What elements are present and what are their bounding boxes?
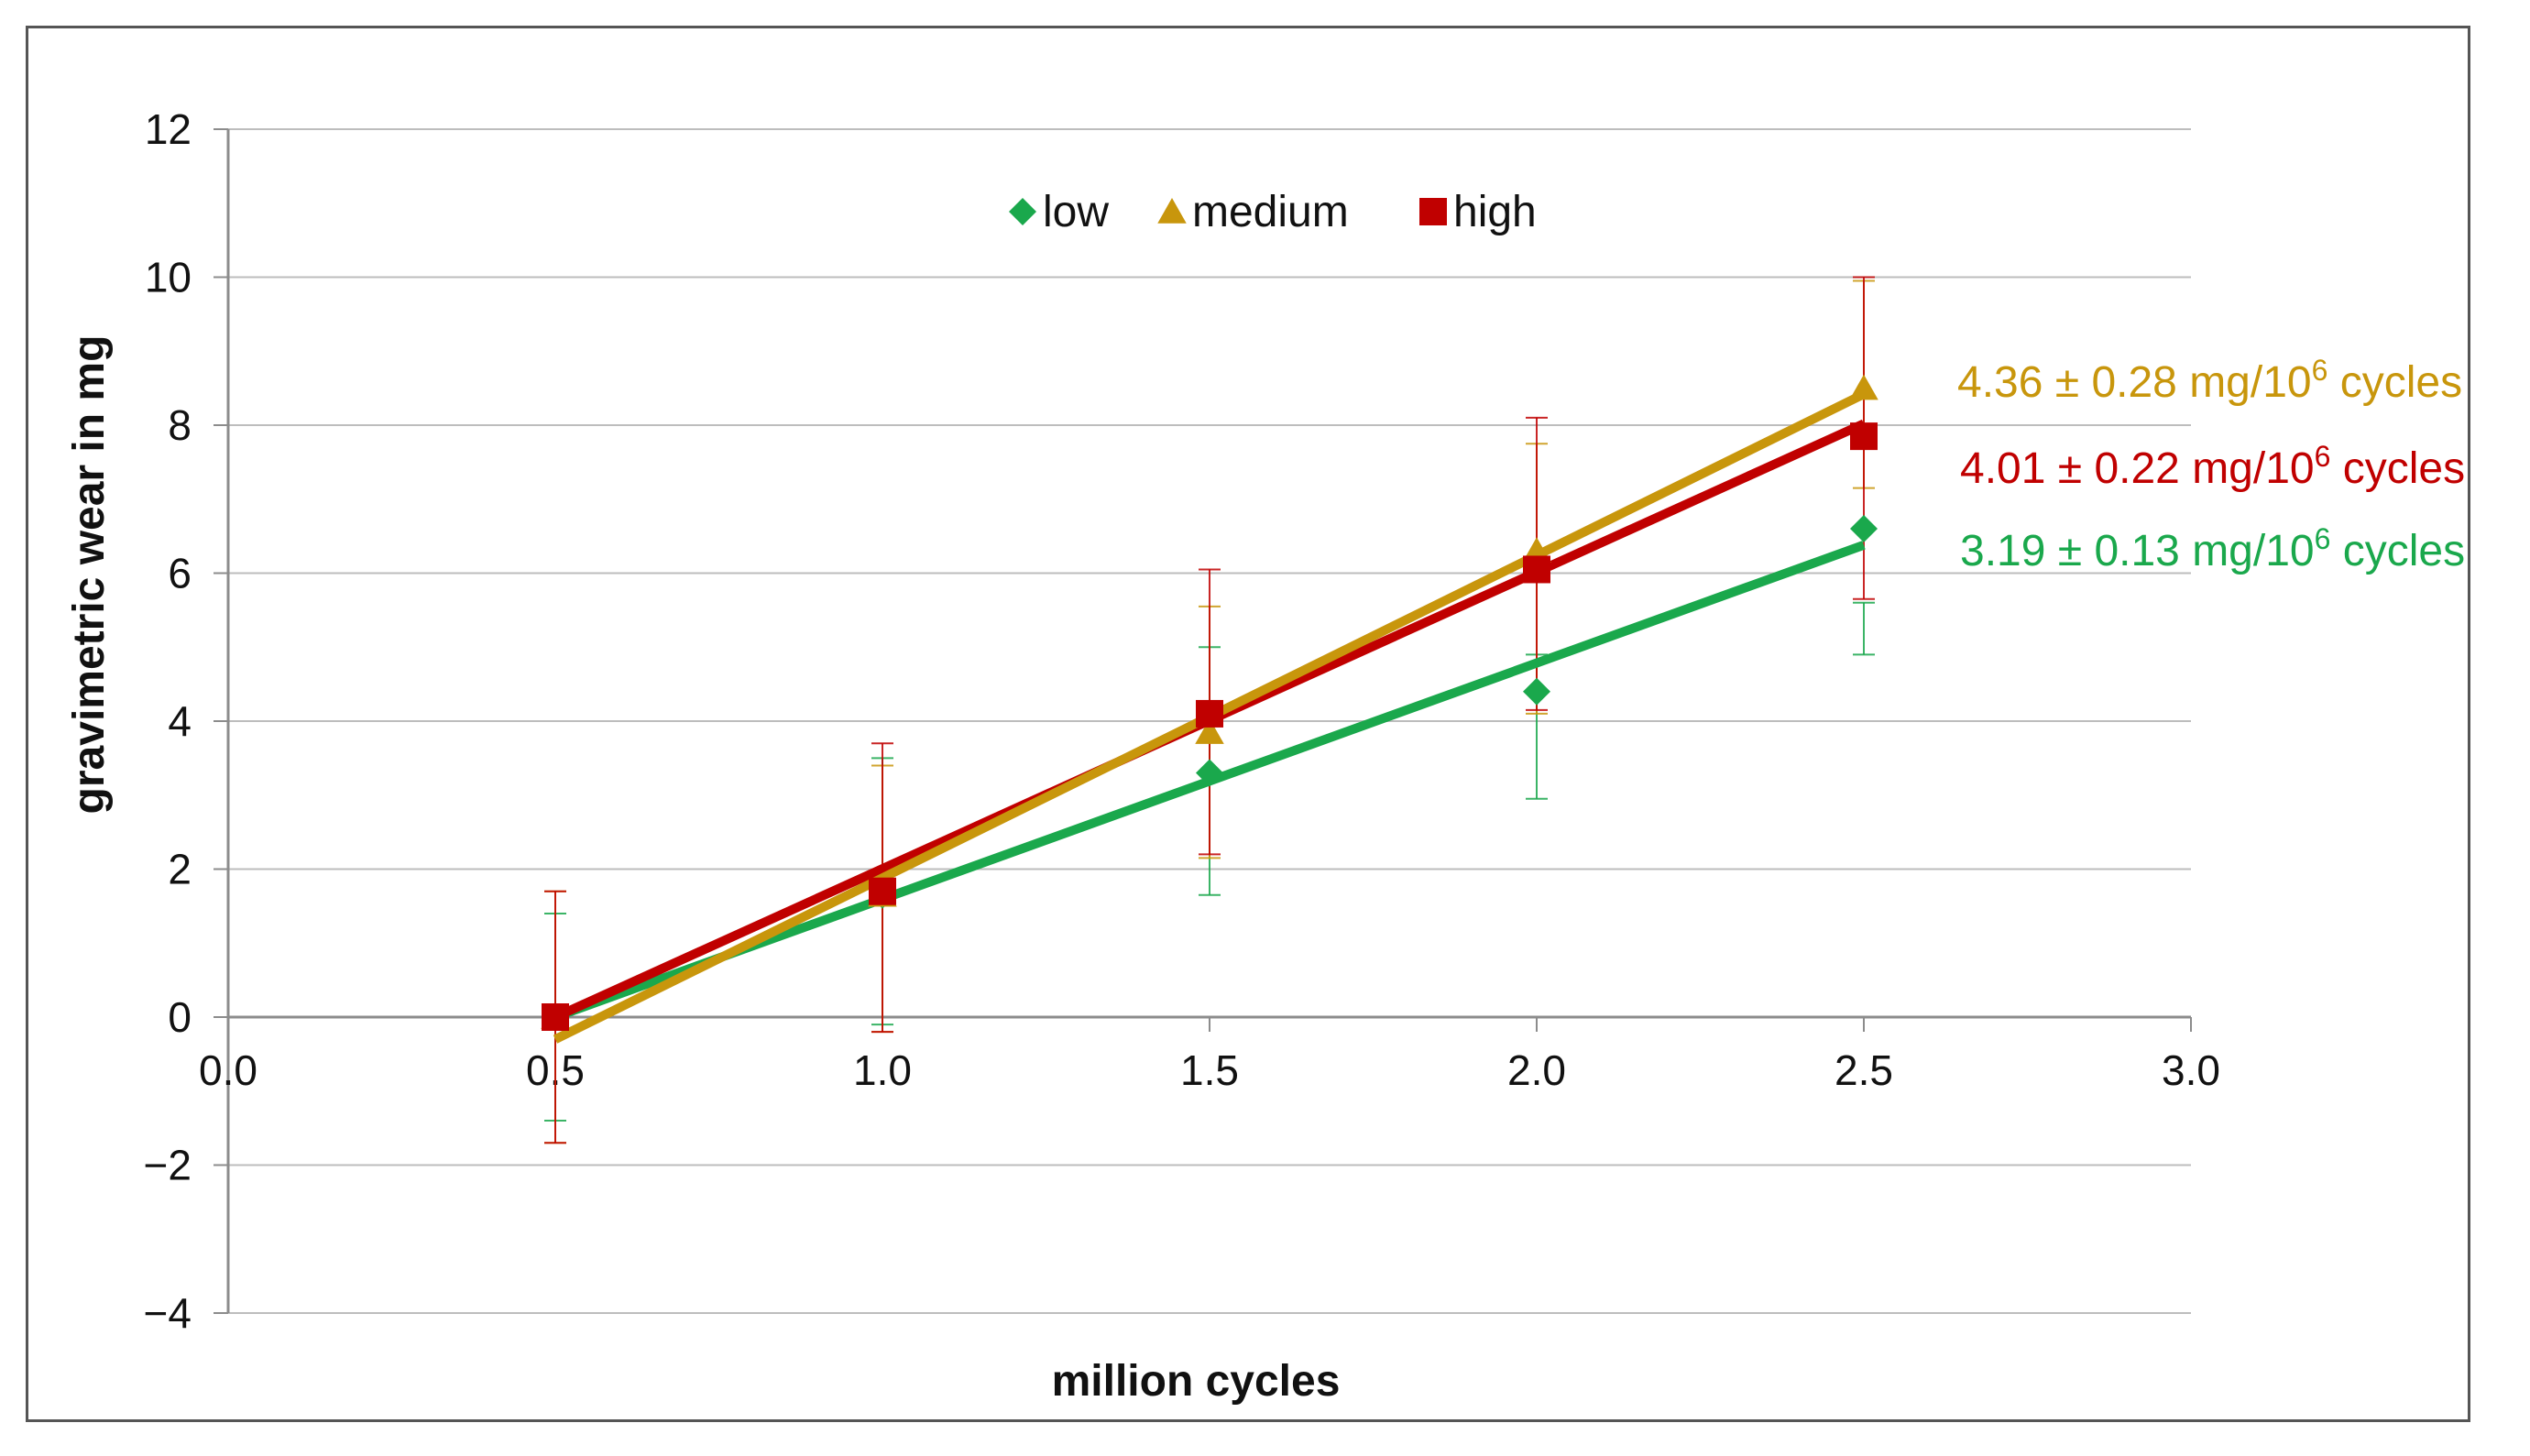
slope-exponent: 6 — [2315, 522, 2331, 555]
legend-marker-medium — [1157, 198, 1187, 224]
x-tick-label: 1.5 — [1180, 1046, 1239, 1094]
legend-marker-high — [1419, 198, 1447, 225]
slope-value: 4.36 ± 0.28 mg/10 — [1957, 358, 2312, 407]
data-point-high — [1196, 699, 1223, 728]
labels: million cycles gravimetric wear in mg 3.19… — [65, 335, 2465, 1406]
slope-exponent: 6 — [2315, 440, 2331, 473]
data-point-high — [1850, 422, 1878, 451]
y-tick-label: −4 — [144, 1289, 192, 1337]
y-tick-label: 8 — [168, 401, 192, 449]
data-point-high — [542, 1003, 569, 1031]
y-tick-label: −2 — [144, 1142, 192, 1189]
x-tick-label: 0.0 — [199, 1046, 257, 1094]
data-point-high — [1523, 555, 1550, 584]
slope-unit: cycles — [2327, 358, 2462, 407]
legend: low medium high — [1009, 188, 1537, 236]
legend-marker-low — [1009, 198, 1036, 225]
legend-label-medium: medium — [1192, 188, 1349, 236]
chart-frame: −4 −2 0 2 4 6 8 10 12 0.0 0.5 1.0 1.5 2.0 2.5 3.0 milli… — [26, 26, 2470, 1422]
data-point-medium — [1849, 374, 1878, 400]
slope-unit: cycles — [2330, 527, 2465, 575]
y-tick-label: 4 — [168, 697, 192, 745]
data-point-medium — [1195, 718, 1224, 744]
data-point-high — [869, 877, 896, 905]
data-point-low — [1850, 515, 1878, 543]
slope-label-medium: 4.36 ± 0.28 mg/106 cycles — [1957, 354, 2462, 407]
legend-label-low: low — [1043, 188, 1109, 236]
y-tick-label: 0 — [168, 993, 192, 1041]
x-tick-label: 1.0 — [853, 1046, 912, 1094]
legend-label-high: high — [1453, 188, 1537, 236]
x-axis-title: million cycles — [1052, 1357, 1341, 1406]
data-point-low — [1196, 759, 1223, 787]
slope-label-low: 3.19 ± 0.13 mg/106 cycles — [1960, 522, 2465, 575]
slope-value: 4.01 ± 0.22 mg/10 — [1960, 444, 2315, 493]
y-tick-label: 2 — [168, 846, 192, 893]
data-point-low — [1523, 677, 1550, 706]
slope-label-high: 4.01 ± 0.22 mg/106 cycles — [1960, 440, 2465, 493]
slope-exponent: 6 — [2312, 354, 2328, 387]
slope-value: 3.19 ± 0.13 mg/10 — [1960, 527, 2315, 575]
x-tick-label: 2.5 — [1835, 1046, 1893, 1094]
y-tick-label: 6 — [168, 550, 192, 597]
y-tick-label: 12 — [145, 105, 192, 153]
y-tick-label: 10 — [145, 254, 192, 301]
x-tick-label: 3.0 — [2162, 1046, 2220, 1094]
y-axis-title: gravimetric wear in mg — [65, 335, 114, 815]
x-tick-label: 2.0 — [1507, 1046, 1566, 1094]
slope-unit: cycles — [2330, 444, 2465, 493]
markers — [541, 374, 1878, 1031]
